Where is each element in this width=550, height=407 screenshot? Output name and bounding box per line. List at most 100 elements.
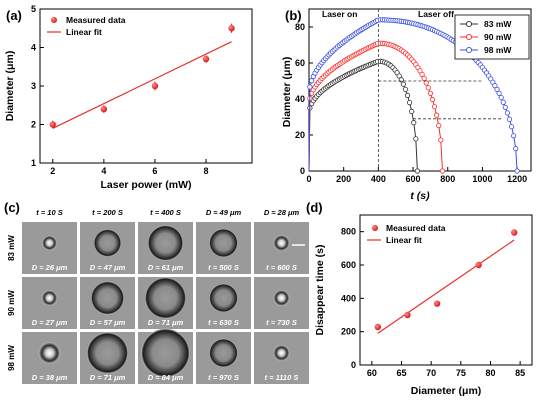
panel-d: (d) 60 65 70 75 80 85 0 200 400 600 800 Diameter (… (306, 200, 533, 397)
panel-a-ytick-label: 1 (31, 158, 36, 168)
panel-c-row-label: 98 mW (7, 345, 16, 371)
panel-b-ytick-label: 60 (295, 58, 305, 68)
panel-a-ytick-label: 4 (31, 43, 36, 53)
panel-a-ticks: 2 4 6 8 1 2 3 4 5 (31, 4, 209, 176)
panel-c-bubble (273, 289, 290, 307)
panel-c-column-header: D ≈ 28 μm (264, 208, 300, 217)
panel-c-cell-caption: D = 57 μm (90, 318, 126, 327)
panel-b-point (494, 86, 500, 92)
panel-b-point (402, 86, 409, 92)
panel-b-point (508, 124, 515, 130)
panel-b-xlabel: t (s) (410, 190, 430, 202)
panel-c-bubble (90, 281, 125, 315)
panel-b-point (411, 120, 417, 126)
panel-b-ytick-label: 80 (295, 22, 305, 32)
panel-d-ytick-label: 800 (341, 227, 356, 237)
panel-d-label: (d) (306, 200, 323, 215)
panel-c-cell-caption: D = 71 μm (90, 373, 126, 382)
panel-b-marks (307, 9, 520, 174)
panel-c-label: (c) (4, 200, 20, 215)
panel-a-ylabel: Diameter (μm) (4, 51, 16, 122)
panel-b-point (413, 136, 419, 142)
panel-c-column-header: t = 10 S (36, 208, 62, 217)
panel-b-plot-frame (308, 8, 532, 172)
panel-a-xtick-label: 4 (101, 166, 106, 176)
panel-c-bubble (41, 290, 58, 306)
panel-b-ytick-label: 0 (300, 166, 305, 176)
panel-b-point (506, 116, 513, 122)
panel-d-fit-line (377, 239, 515, 334)
panel-b-legend-90: 90 mW (484, 32, 512, 42)
panel-b-xtick-label: 0 (306, 174, 311, 184)
panel-b-label: (b) (285, 8, 302, 23)
panel-b-xtick-label: 1200 (507, 174, 527, 184)
panel-b-point (396, 73, 402, 79)
panel-c-bubble (86, 332, 129, 374)
panel-d-ticks: 60 65 70 75 80 85 0 200 400 600 800 (341, 227, 525, 378)
panel-a-ytick-label: 3 (31, 81, 36, 91)
panel-c-column-header: t = 400 S (150, 208, 181, 217)
panel-b-legend-83: 83 mW (484, 19, 512, 29)
panel-a-marks (49, 23, 235, 129)
panel-a-point (151, 82, 159, 90)
panel-b-xtick-label: 600 (406, 174, 421, 184)
panel-a-xtick-label: 8 (204, 166, 209, 176)
panel-d-point (511, 229, 518, 236)
panel-c-column-header: D ≈ 49 μm (206, 208, 242, 217)
panel-b-legend-marker-83 (465, 20, 473, 28)
panel-a-xtick-label: 2 (50, 166, 55, 176)
panel-b-point (404, 92, 411, 98)
panel-d-point (475, 261, 482, 269)
panel-c-cell-caption: t = 630 S (208, 318, 239, 327)
panel-c-cell-caption: D = 47 μm (90, 263, 126, 272)
panel-c-bubble (93, 229, 122, 257)
panel-c-bubble (273, 234, 290, 252)
panel-d-legend: Measured data Linear fit (367, 223, 446, 245)
panel-a-ytick-label: 2 (31, 120, 36, 130)
panel-a-legend-measured: Measured data (66, 15, 126, 25)
panel-c-bubble (273, 344, 290, 362)
panel-d-legend-dot (372, 225, 378, 231)
panel-b-point (421, 75, 427, 82)
panel-b-legend-98: 98 mW (484, 45, 512, 55)
panel-b-point (514, 168, 520, 174)
panel-c: (c) t = 10 S t = 200 S t = 400 S D ≈ 49 μm D… (4, 200, 309, 384)
panel-b-point (439, 168, 446, 174)
panel-a: (a) 2 4 6 8 1 2 3 4 5 Laser power (mW) Diameter … (4, 4, 253, 191)
panel-b-point (500, 99, 506, 105)
panel-b-annotation-laser-on: Laser on (322, 9, 357, 19)
panel-b-point (307, 84, 313, 90)
panel-a-legend-fit: Linear fit (66, 27, 102, 37)
panel-b-point (409, 108, 415, 115)
panel-c-row-label: 90 mW (7, 290, 16, 316)
panel-d-xtick-label: 65 (397, 368, 407, 378)
panel-d-ylabel: Disappear time (s) (314, 244, 326, 335)
panel-a-fit-line (52, 41, 232, 129)
panel-b-xtick-label: 800 (440, 174, 455, 184)
panel-d-ytick-label: 0 (351, 360, 356, 370)
panel-a-point (100, 105, 108, 113)
panel-d-xtick-label: 85 (515, 368, 525, 378)
panel-a-point (228, 25, 235, 32)
panel-b-point (511, 133, 517, 139)
panel-b-ticks: 0 200 400 600 800 1000 1200 0 20 40 60 80 (295, 22, 527, 184)
panel-b-ylabel: Diameter (μm) (281, 57, 293, 128)
panel-d-xlabel: Diameter (μm) (411, 385, 482, 397)
panel-a-xtick-label: 6 (152, 166, 157, 176)
panel-c-cell-caption: D = 26 μm (32, 263, 68, 272)
panel-b-point (425, 85, 431, 91)
panel-b-xtick-label: 200 (336, 174, 351, 184)
panel-b-point (438, 137, 444, 143)
panel-a-ytick-label: 5 (31, 4, 36, 14)
panel-b-point (502, 104, 508, 110)
panel-c-cell-caption: t = 1110 S (265, 373, 299, 382)
panel-c-cell-caption: D = 71 μm (148, 318, 184, 327)
panel-c-bubble (38, 341, 61, 365)
panel-b: (b) 0 200 400 600 800 1000 1200 0 20 40 60 80 Laser… (281, 8, 532, 202)
panel-b-point (309, 78, 315, 84)
panel-d-point (374, 323, 381, 331)
panel-d-ytick-label: 200 (341, 327, 356, 337)
panel-a-point (49, 121, 56, 128)
panel-b-point (406, 100, 413, 106)
